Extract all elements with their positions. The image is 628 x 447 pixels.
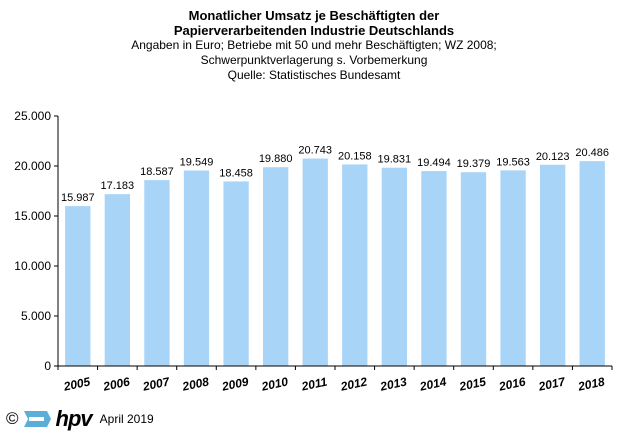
bar-2008 [183, 170, 210, 366]
x-tick-label-2018: 2018 [576, 374, 606, 394]
value-label-2008: 19.549 [180, 157, 214, 169]
bar-2013 [381, 167, 408, 366]
y-tick-label-20000: 20.000 [14, 159, 51, 173]
chart-source-line: Quelle: Statistisches Bundesamt [227, 68, 401, 82]
copyright-symbol: © [6, 409, 19, 428]
value-label-2011: 20.743 [298, 145, 332, 157]
x-tick-label-2007: 2007 [141, 374, 172, 394]
y-tick-label-10000: 10.000 [14, 259, 51, 273]
chart-header: Monatlicher Umsatz je Beschäftigten der … [0, 8, 628, 83]
x-tick-label-2008: 2008 [180, 374, 210, 394]
x-tick-label-2006: 2006 [101, 374, 131, 394]
value-label-2013: 19.831 [378, 154, 412, 166]
x-tick-label-2016: 2016 [497, 374, 527, 394]
bar-2010 [262, 167, 289, 366]
bar-2017 [539, 164, 566, 366]
x-tick-label-2013: 2013 [378, 374, 408, 394]
x-tick-label-2010: 2010 [259, 374, 289, 394]
chart-subtitle-line-1: Angaben in Euro; Betriebe mit 50 und meh… [131, 38, 497, 52]
logo-text: hpv [55, 406, 93, 431]
bar-2011 [302, 158, 328, 366]
footer: © hpv April 2019 [6, 407, 154, 431]
value-label-2012: 20.158 [338, 150, 372, 162]
bar-2016 [500, 170, 526, 366]
y-tick-label-0: 0 [44, 359, 51, 373]
chart-title-line-2: Papierverarbeitenden Industrie Deutschla… [173, 23, 455, 38]
value-label-2016: 19.563 [496, 156, 530, 168]
y-tick-label-5000: 5.000 [21, 309, 51, 323]
value-label-2007: 18.587 [140, 166, 174, 178]
bar-2015 [460, 172, 487, 366]
y-tick-label-25000: 25.000 [14, 109, 51, 123]
bar-2018 [579, 161, 605, 366]
value-label-2014: 19.494 [417, 157, 451, 169]
y-tick-label-15000: 15.000 [14, 209, 51, 223]
value-label-2017: 20.123 [536, 151, 570, 163]
bar-2009 [223, 181, 249, 366]
x-tick-label-2005: 2005 [61, 374, 91, 394]
value-label-2010: 19.880 [259, 153, 293, 165]
bar-2006 [104, 194, 131, 366]
x-tick-label-2017: 2017 [536, 374, 567, 394]
bar-2007 [144, 180, 170, 366]
value-label-2015: 19.379 [457, 158, 491, 170]
chart-title-line-1: Monatlicher Umsatz je Beschäftigten der [188, 8, 440, 23]
x-tick-label-2011: 2011 [299, 374, 328, 393]
bar-2012 [342, 164, 368, 366]
value-label-2009: 18.458 [219, 167, 253, 179]
value-label-2018: 20.486 [575, 147, 609, 159]
bar-2014 [421, 171, 447, 366]
x-tick-label-2015: 2015 [457, 374, 487, 394]
hpv-logo-icon [23, 411, 51, 427]
value-label-2005: 15.987 [61, 192, 95, 204]
value-label-2006: 17.183 [101, 180, 135, 192]
x-tick-label-2009: 2009 [220, 374, 250, 394]
publication-date: April 2019 [99, 412, 154, 426]
bar-2005 [65, 206, 91, 366]
chart-subtitle-line-2: Schwerpunktverlagerung s. Vorbemerkung [200, 53, 428, 67]
x-tick-label-2012: 2012 [338, 374, 368, 394]
x-tick-label-2014: 2014 [418, 374, 448, 394]
